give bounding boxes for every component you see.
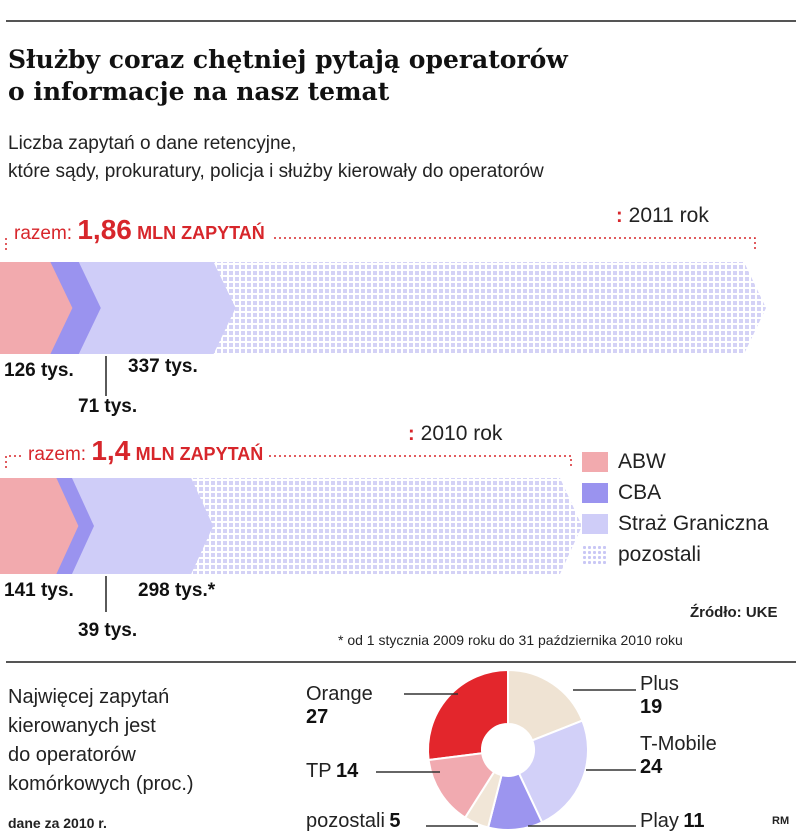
total-2010-label: razem: 1,4 MLN ZAPYTAŃ: [22, 435, 270, 466]
total-2011-label: razem: 1,86 MLN ZAPYTAŃ: [8, 214, 271, 245]
pie-note-line-3: do operatorów: [8, 744, 136, 766]
pie-note-line-2: kierowanych jest: [8, 715, 156, 737]
pie-slice-orange: [427, 668, 509, 762]
credit: RM: [772, 815, 790, 827]
subtitle: Liczba zapytań o dane retencyjne, które …: [8, 130, 788, 186]
year-2010-label: :2010 rok: [404, 422, 507, 446]
legend-item-abw: ABW: [582, 450, 769, 481]
legend: ABW CBA Straż Graniczna pozostali: [582, 450, 769, 574]
bar-2011-abw: [0, 262, 73, 354]
pie-note-line-1: Najwięcej zapytań: [8, 686, 170, 708]
title-line-2: o informacje na nasz temat: [8, 77, 390, 106]
value-label-2010-sg: 298 tys.*: [138, 580, 216, 602]
subtitle-line-2: które sądy, prokuratury, policja i służb…: [8, 161, 544, 182]
footnote: * od 1 stycznia 2009 roku do 31 paździer…: [338, 632, 683, 648]
pie-label-plus: Plus 19: [640, 673, 679, 718]
legend-swatch-cba: [582, 483, 608, 504]
bar-2010-abw: [0, 478, 79, 574]
legend-item-pozostali: pozostali: [582, 543, 769, 574]
value-label-2011-sg: 337 tys.: [128, 356, 198, 378]
year-marker-icon: :: [408, 423, 415, 445]
value-label-2011-abw: 126 tys.: [4, 360, 74, 382]
pie-label-tp: TP 14: [306, 760, 359, 782]
top-rule: [6, 20, 796, 22]
pie-slice-t-mobile: [517, 719, 589, 824]
legend-swatch-sg: [582, 514, 608, 535]
value-label-2011-cba: 71 tys.: [78, 396, 138, 418]
pie-data-note: dane za 2010 r.: [8, 815, 107, 831]
value-label-2010-cba: 39 tys.: [78, 620, 138, 642]
subtitle-line-1: Liczba zapytań o dane retencyjne,: [8, 133, 297, 154]
legend-item-sg: Straż Graniczna: [582, 512, 769, 543]
pie-description: Najwięcej zapytań kierowanych jest do op…: [8, 683, 288, 799]
pie-label-tmobile: T-Mobile 24: [640, 733, 717, 778]
title-line-1: Służby coraz chętniej pytają operatorów: [8, 45, 568, 74]
legend-item-cba: CBA: [582, 481, 769, 512]
pie-slice-tp: [427, 752, 496, 819]
total-2011: razem: 1,86 MLN ZAPYTAŃ: [8, 214, 271, 246]
section-divider: [6, 661, 796, 663]
year-2011-label: :2011 rok: [612, 204, 713, 228]
total-2010: razem: 1,4 MLN ZAPYTAŃ: [22, 435, 270, 467]
legend-swatch-abw: [582, 452, 608, 473]
pie-label-pozostali: pozostali 5: [306, 810, 401, 832]
pie-label-orange: Orange 27: [306, 683, 373, 728]
total-bracket-2010: [5, 455, 572, 468]
pie-slice-plus: [507, 668, 584, 742]
legend-swatch-pozostali: [582, 545, 608, 566]
year-marker-icon: :: [616, 205, 623, 227]
pie-label-play: Play 11: [640, 810, 705, 832]
page-title: Służby coraz chętniej pytają operatorów …: [8, 44, 788, 108]
value-label-2010-abw: 141 tys.: [4, 580, 74, 602]
source-label: Źródło: UKE: [690, 604, 778, 621]
total-bracket-2011: [5, 237, 756, 250]
pie-note-line-4: komórkowych (proc.): [8, 773, 194, 795]
